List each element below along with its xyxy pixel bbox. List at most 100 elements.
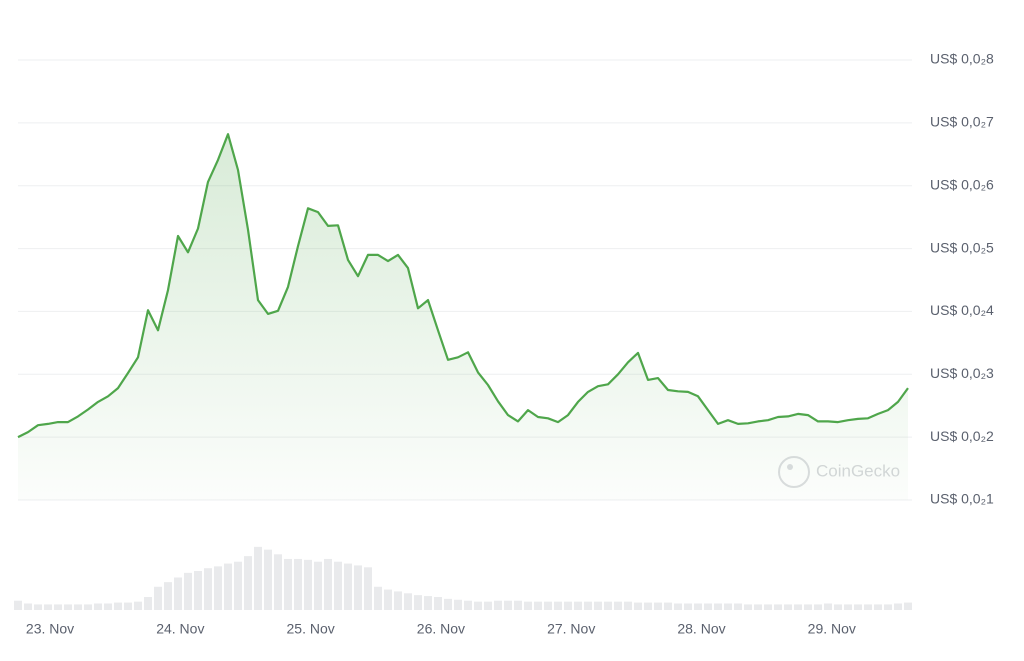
volume-bar: [454, 599, 462, 610]
volume-bar: [394, 591, 402, 610]
x-tick-label: 25. Nov: [287, 621, 335, 637]
y-tick-label: US$ 0,0₂3: [930, 365, 994, 381]
volume-bar: [644, 602, 652, 610]
volume-bar: [44, 604, 52, 610]
volume-bar: [94, 603, 102, 610]
volume-bar: [134, 601, 142, 610]
volume-bar: [684, 603, 692, 610]
volume-bar: [414, 595, 422, 610]
volume-bar: [514, 600, 522, 610]
volume-bar: [904, 602, 912, 610]
volume-bar: [494, 600, 502, 610]
volume-bar: [544, 601, 552, 610]
volume-bar: [874, 604, 882, 610]
x-tick-label: 27. Nov: [547, 621, 595, 637]
volume-bar: [724, 603, 732, 610]
volume-bar: [504, 600, 512, 610]
volume-bar: [374, 586, 382, 610]
volume-bar: [774, 604, 782, 610]
volume-bar: [114, 602, 122, 610]
y-tick-label: US$ 0,0₂8: [930, 51, 994, 67]
volume-bar: [24, 603, 32, 610]
volume-bar: [84, 604, 92, 610]
volume-bar: [484, 601, 492, 610]
volume-bar: [274, 554, 282, 610]
volume-bar: [674, 603, 682, 610]
volume-bar: [434, 597, 442, 610]
volume-bar: [624, 601, 632, 610]
volume-bar: [294, 558, 302, 610]
y-tick-label: US$ 0,0₂6: [930, 176, 994, 192]
volume-bar: [444, 598, 452, 610]
volume-bar: [154, 586, 162, 610]
volume-bar: [54, 604, 62, 610]
volume-bar: [564, 601, 572, 610]
volume-bar: [804, 604, 812, 610]
volume-bar: [234, 561, 242, 610]
volume-bar: [604, 601, 612, 610]
y-tick-label: US$ 0,0₂4: [930, 302, 994, 318]
volume-bar: [714, 603, 722, 610]
volume-bar: [214, 566, 222, 610]
volume-bar: [194, 571, 202, 610]
volume-bar: [464, 600, 472, 610]
volume-bar: [854, 604, 862, 610]
volume-bar: [474, 601, 482, 610]
volume-bar: [404, 593, 412, 610]
volume-bar: [184, 572, 192, 610]
volume-bar: [634, 602, 642, 610]
volume-bar: [894, 603, 902, 610]
volume-bar: [584, 601, 592, 610]
watermark-text: CoinGecko: [816, 461, 900, 480]
volume-bar: [864, 604, 872, 610]
volume-bar: [664, 602, 672, 610]
volume-bar: [364, 567, 372, 610]
volume-bar: [104, 603, 112, 610]
volume-bar: [594, 601, 602, 610]
y-tick-label: US$ 0,0₂2: [930, 428, 994, 444]
volume-bar: [164, 582, 172, 610]
volume-bar: [74, 604, 82, 610]
volume-bar: [224, 563, 232, 610]
volume-bar: [14, 600, 22, 610]
volume-bar: [314, 561, 322, 610]
volume-bar: [884, 604, 892, 610]
volume-bar: [324, 558, 332, 610]
x-tick-label: 23. Nov: [26, 621, 74, 637]
volume-bar: [354, 565, 362, 610]
volume-bar: [264, 549, 272, 610]
volume-bar: [554, 601, 562, 610]
volume-bar: [734, 603, 742, 610]
y-tick-label: US$ 0,0₂5: [930, 239, 994, 255]
volume-bar: [334, 561, 342, 610]
volume-bar: [344, 563, 352, 610]
volume-bar: [64, 604, 72, 610]
x-tick-label: 28. Nov: [677, 621, 725, 637]
volume-bar: [704, 603, 712, 610]
volume-bar: [144, 597, 152, 610]
price-line: [17, 133, 909, 439]
volume-bar: [174, 577, 182, 610]
volume-bar: [304, 559, 312, 610]
volume-bar: [384, 589, 392, 610]
volume-bar: [124, 602, 132, 610]
volume-bar: [784, 604, 792, 610]
volume-bar: [284, 558, 292, 610]
volume-bar: [814, 604, 822, 610]
volume-bar: [534, 601, 542, 610]
x-tick-label: 29. Nov: [808, 621, 856, 637]
watermark: CoinGecko: [778, 456, 900, 488]
volume-bar: [614, 601, 622, 610]
volume-bar: [794, 604, 802, 610]
volume-bar: [654, 602, 662, 610]
volume-bar: [834, 604, 842, 610]
volume-bar: [254, 546, 262, 610]
volume-bar: [204, 568, 212, 610]
price-area: [18, 134, 908, 500]
x-tick-label: 24. Nov: [156, 621, 204, 637]
volume-bar: [244, 556, 252, 610]
plot: US$ 0,0₂8 US$ 0,0₂7 US$ 0,0₂6 US$ 0,0₂5 US$ …: [14, 51, 994, 637]
volume-bar: [574, 601, 582, 610]
volume-bar: [424, 596, 432, 610]
volume-bar: [694, 603, 702, 610]
